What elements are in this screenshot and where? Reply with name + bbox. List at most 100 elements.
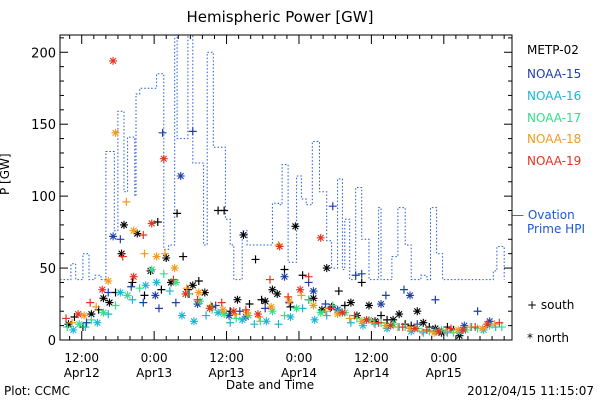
south-point-noaa-16 [165, 287, 174, 296]
north-point-metp-02 [327, 302, 336, 311]
legend-item-noaa19: NOAA-19 [527, 154, 582, 168]
south-point-noaa-19 [284, 292, 293, 301]
south-point-noaa-17 [497, 323, 506, 332]
north-point-noaa-16 [383, 324, 392, 333]
south-point-noaa-16 [322, 311, 331, 320]
north-point-noaa-17 [244, 311, 253, 320]
south-point-metp-02 [194, 277, 203, 286]
south-point-noaa-15 [158, 128, 167, 137]
south-point-noaa-17 [111, 301, 120, 310]
south-point-metp-02 [153, 218, 162, 227]
south-point-noaa-19 [169, 275, 178, 284]
north-point-noaa-17 [316, 308, 325, 317]
north-point-noaa-19 [147, 219, 156, 228]
south-point-noaa-16 [226, 318, 235, 327]
north-point-noaa-19 [316, 233, 325, 242]
legend-item-noaa17: NOAA-17 [527, 111, 582, 125]
north-point-noaa-18 [243, 308, 252, 317]
south-point-noaa-17 [256, 317, 265, 326]
south-point-noaa-19 [471, 323, 480, 332]
north-point-noaa-18 [406, 324, 415, 333]
south-point-noaa-19 [62, 314, 71, 323]
x-tick-label: 0:00 [285, 351, 312, 365]
south-point-noaa-17 [135, 284, 144, 293]
y-tick-label: 150 [31, 118, 56, 133]
south-point-noaa-19 [118, 252, 127, 261]
north-point-noaa-16 [238, 315, 247, 324]
x-axis-label: Date and Time [225, 378, 315, 392]
south-point-noaa-18 [140, 249, 149, 258]
south-point-noaa-16 [346, 318, 355, 327]
x-tick-label: 12:00 [209, 351, 244, 365]
north-point-noaa-17 [389, 320, 398, 329]
north-point-noaa-16 [310, 315, 319, 324]
south-point-noaa-19 [139, 230, 148, 239]
south-point-noaa-19 [266, 275, 275, 284]
south-point-noaa-17 [232, 314, 241, 323]
south-point-noaa-18 [122, 197, 131, 206]
north-point-noaa-18 [357, 317, 366, 326]
south-point-metp-02 [173, 209, 182, 218]
south-point-noaa-18 [182, 284, 191, 293]
north-point-noaa-19 [159, 154, 168, 163]
north-point-noaa-19 [386, 321, 395, 330]
north-point-noaa-19 [296, 285, 305, 294]
north-point-noaa-18 [478, 324, 487, 333]
south-point-noaa-15 [154, 304, 163, 313]
north-point-metp-02 [455, 331, 464, 340]
legend-ovation-line1: — Ovation [512, 208, 575, 222]
north-point-noaa-17 [292, 304, 301, 313]
south-point-noaa-18 [297, 291, 306, 300]
south-point-noaa-16 [81, 323, 90, 332]
south-point-noaa-16 [250, 320, 259, 329]
south-point-metp-02 [334, 287, 343, 296]
north-point-noaa-16 [69, 325, 78, 334]
north-point-noaa-17 [220, 310, 229, 319]
legend-item-noaa15: NOAA-15 [527, 67, 582, 81]
north-point-noaa-18 [80, 311, 89, 320]
south-point-noaa-15 [357, 269, 366, 278]
north-point-metp-02 [317, 305, 326, 314]
y-tick-label: 0 [48, 334, 56, 349]
south-point-noaa-18 [490, 320, 499, 329]
north-point-noaa-18 [194, 288, 203, 297]
south-point-noaa-16 [202, 311, 211, 320]
x-tick-date-label: Apr13 [209, 366, 245, 380]
north-point-noaa-15 [151, 291, 160, 300]
north-point-metp-02 [395, 310, 404, 319]
north-point-noaa-18 [430, 328, 439, 337]
south-point-noaa-18 [418, 327, 427, 336]
north-point-noaa-15 [241, 312, 250, 321]
south-point-noaa-16 [274, 320, 283, 329]
x-tick-date-label: Apr12 [64, 366, 100, 380]
north-point-noaa-17 [171, 278, 180, 287]
north-point-noaa-18 [285, 297, 294, 306]
legend-south-marker: + south [527, 298, 575, 312]
north-point-metp-02 [413, 307, 422, 316]
south-point-noaa-15 [82, 318, 91, 327]
south-point-noaa-19 [241, 305, 250, 314]
north-point-noaa-18 [218, 305, 227, 314]
north-point-noaa-17 [99, 308, 108, 317]
north-point-noaa-15 [109, 232, 118, 241]
south-point-metp-02 [298, 271, 307, 280]
north-point-noaa-19 [129, 272, 138, 281]
north-point-noaa-17 [268, 307, 277, 316]
y-tick-label: 200 [31, 46, 56, 61]
south-point-noaa-15 [473, 307, 482, 316]
south-point-noaa-15 [139, 298, 148, 307]
north-point-metp-02 [99, 294, 108, 303]
x-tick-date-label: Apr13 [136, 366, 172, 380]
x-tick-date-label: Apr15 [426, 366, 462, 380]
north-point-metp-02 [322, 264, 331, 273]
south-point-noaa-15 [399, 285, 408, 294]
south-point-metp-02 [220, 206, 229, 215]
north-point-noaa-19 [181, 289, 190, 298]
south-point-noaa-18 [68, 318, 77, 327]
north-point-noaa-19 [229, 307, 238, 316]
legend-north-marker: * north [527, 331, 570, 345]
north-point-noaa-18 [152, 252, 161, 261]
north-point-noaa-16 [334, 307, 343, 316]
south-point-noaa-15 [171, 298, 180, 307]
